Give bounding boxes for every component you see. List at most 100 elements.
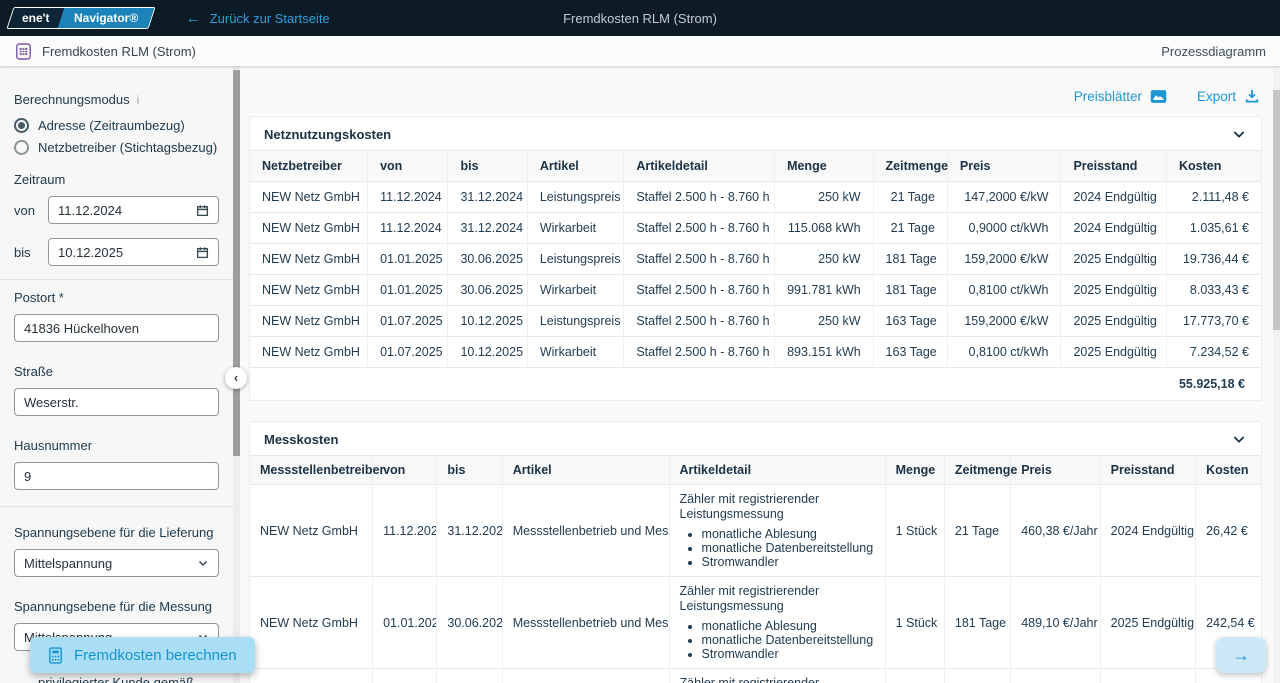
von-date-value: 11.12.2024	[58, 202, 123, 218]
cell: Zähler mit registrierender Leistungsmess…	[668, 484, 886, 577]
cell: 181 Tage	[943, 576, 1011, 669]
cell: 30.06.2025	[447, 243, 528, 275]
enet-navigator-logo[interactable]: ene't Navigator®	[6, 7, 156, 29]
cell: Staffel 2.500 h - 8.760 h	[623, 181, 775, 213]
messkosten-table: Messstellenbetreiber von bis Artikel Artikel…	[250, 455, 1261, 683]
column-header: Messstellenbetreiber	[250, 455, 384, 485]
eeg-checkbox-row[interactable]: privilegierter Kunde gemäß EEG i	[14, 675, 219, 683]
column-header: Preisstand	[1060, 150, 1167, 182]
von-date-input[interactable]: 11.12.2024	[48, 196, 219, 224]
cell: 147,2000 €/kW	[946, 181, 1061, 213]
collapse-chevron-icon[interactable]	[1231, 126, 1247, 142]
spannung-lieferung-select[interactable]: Mittelspannung	[14, 549, 219, 577]
netznutzung-row: NEW Netz GmbH 01.07.2025 10.12.2025 Leistun…	[250, 305, 1261, 337]
page-header: Fremdkosten RLM (Strom) Prozessdiagramm	[0, 36, 1280, 66]
results-area: Preisblätter Export Netznutzungskosten	[233, 66, 1280, 683]
column-header: Preis	[946, 150, 1061, 182]
fremdkosten-berechnen-label: Fremdkosten berechnen	[74, 646, 237, 664]
bis-date-input[interactable]: 10.12.2025	[48, 238, 219, 266]
netznutzungskosten-table: Netzbetreiber von bis Artikel Artikeldetail M…	[250, 150, 1261, 400]
netznutzungskosten-title: Netznutzungskosten	[264, 126, 392, 142]
cell: NEW Netz GmbH	[250, 576, 373, 669]
cell: 893.151 kWh	[774, 336, 874, 368]
cell: 250 kW	[774, 243, 874, 275]
logo-enet: ene't	[7, 8, 64, 28]
radio-adresse-label: Adresse (Zeitraumbezug)	[38, 118, 185, 133]
cell: 10.12.2025	[447, 305, 528, 337]
hausnummer-label: Hausnummer	[14, 438, 93, 453]
cell: Wirkarbeit	[526, 274, 624, 306]
cell: 991.781 kWh	[774, 274, 874, 306]
cell: Leistungspreis	[526, 243, 624, 275]
cell: 489,10 €/Jahr	[1010, 576, 1101, 669]
export-label: Export	[1196, 88, 1236, 104]
cell: NEW Netz GmbH	[250, 212, 368, 244]
radio-adresse[interactable]: Adresse (Zeitraumbezug)	[14, 118, 219, 133]
back-to-start-link[interactable]: ← Zurück zur Startseite	[186, 11, 330, 26]
next-step-button[interactable]: →	[1216, 637, 1266, 673]
cell	[1010, 668, 1101, 683]
column-header: Menge	[774, 150, 874, 182]
cell: 2025 Endgültig	[1060, 243, 1167, 275]
cell: Leistungspreis	[526, 181, 624, 213]
cell	[1099, 668, 1196, 683]
cell: 11.12.2024	[372, 484, 437, 577]
cell: 11.12.2024	[367, 212, 448, 244]
radio-netzbetreiber[interactable]: Netzbetreiber (Stichtagsbezug)	[14, 140, 219, 155]
download-icon	[1245, 90, 1259, 103]
cell: NEW Netz GmbH	[250, 336, 368, 368]
cell: 31.12.2024	[447, 181, 528, 213]
column-header: Kosten	[1165, 150, 1261, 182]
netznutzung-row: NEW Netz GmbH 11.12.2024 31.12.2024 Wirkarb…	[250, 212, 1261, 244]
column-header: Kosten	[1195, 455, 1261, 485]
hausnummer-input[interactable]: 9	[14, 462, 219, 490]
strasse-input[interactable]: Weserstr.	[14, 388, 219, 416]
postort-input[interactable]: 41836 Hückelhoven	[14, 314, 219, 342]
table-header-row: Messstellenbetreiber von bis Artikel Artikel…	[250, 455, 1261, 485]
cell: 1 Stück	[884, 484, 945, 577]
column-header: bis	[436, 455, 503, 485]
preisblaetter-label: Preisblätter	[1073, 88, 1142, 104]
chevron-down-icon	[198, 560, 208, 567]
radio-unselected-icon	[14, 140, 29, 155]
cell: 163 Tage	[872, 305, 948, 337]
info-icon[interactable]: i	[136, 92, 140, 107]
cell: 10.12.2025	[447, 336, 528, 368]
berechnungsmodus-label: Berechnungsmodus i	[14, 92, 140, 107]
messkosten-row: NEW Netz GmbH11.12.202431.12.2024Messste…	[250, 484, 1261, 577]
sidebar-collapse-button[interactable]: ‹	[225, 367, 247, 389]
cell: 250 kW	[774, 305, 874, 337]
column-header: Menge	[884, 455, 945, 485]
von-label: von	[14, 202, 35, 218]
postort-label: Postort *	[14, 290, 64, 305]
cell: 0,9000 ct/kWh	[946, 212, 1061, 244]
sidebar-scrollbar-thumb[interactable]	[233, 70, 240, 456]
cell: 8.033,43 €	[1165, 274, 1261, 306]
main-scrollbar[interactable]	[1273, 66, 1280, 683]
cell: 0,8100 ct/kWh	[946, 336, 1061, 368]
cell: NEW Netz GmbH	[250, 243, 368, 275]
cell: Wirkarbeit	[526, 336, 624, 368]
cell: NEW Netz GmbH	[250, 181, 368, 213]
column-header: Zeitmenge	[943, 455, 1017, 485]
main-scrollbar-thumb[interactable]	[1273, 90, 1280, 330]
cell: 163 Tage	[872, 336, 948, 368]
collapse-chevron-icon[interactable]	[1231, 431, 1247, 447]
preisblaetter-link[interactable]: Preisblätter	[1074, 89, 1167, 104]
fremdkosten-berechnen-button[interactable]: Fremdkosten berechnen	[30, 637, 255, 673]
calendar-icon[interactable]	[196, 204, 209, 217]
cell: Staffel 2.500 h - 8.760 h	[623, 212, 775, 244]
prozessdiagramm-link[interactable]: Prozessdiagramm	[1161, 43, 1266, 59]
cell: 21 Tage	[943, 484, 1011, 577]
calendar-icon[interactable]	[196, 246, 209, 259]
export-link[interactable]: Export	[1197, 88, 1260, 104]
netznutzung-row: NEW Netz GmbH 01.01.2025 30.06.2025 Wirkarb…	[250, 274, 1261, 306]
messkosten-section: Messkosten Messstellenbetreiber von bis Art…	[249, 421, 1262, 683]
cell: 21 Tage	[872, 181, 948, 213]
netznutzung-row: NEW Netz GmbH 01.07.2025 10.12.2025 Wirkarb…	[250, 336, 1261, 368]
cell: 01.01.2025	[372, 576, 437, 669]
document-table-icon	[14, 42, 33, 61]
cell: 159,2000 €/kW	[946, 305, 1061, 337]
column-header: Artikeldetail	[668, 455, 886, 485]
cell: 30.06.2025	[447, 274, 528, 306]
